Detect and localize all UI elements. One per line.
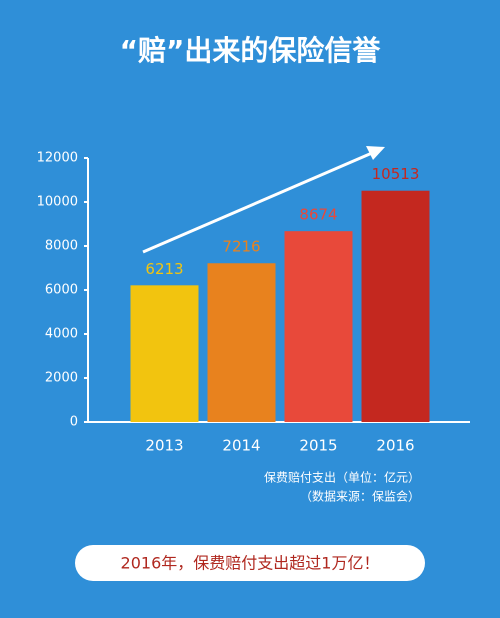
bar	[284, 231, 353, 422]
value-label: 10513	[372, 165, 420, 183]
y-tick-label: 12000	[37, 151, 78, 166]
trend-arrow	[142, 151, 373, 254]
bar	[361, 190, 430, 422]
value-label: 6213	[145, 260, 183, 278]
y-tick-label: 2000	[45, 371, 78, 386]
y-tick-label: 0	[70, 415, 78, 430]
x-tick-label: 2013	[145, 437, 183, 455]
banner-text: 2016年，保费赔付支出超过1万亿！	[121, 554, 380, 573]
y-tick-label: 4000	[45, 327, 78, 342]
bar	[130, 285, 199, 422]
arrow-head	[366, 146, 385, 160]
bar	[207, 263, 276, 422]
chart-title: “赔”出来的保险信誉	[120, 34, 382, 67]
note: 保费赔付支出（单位：亿元）	[264, 470, 420, 485]
x-tick-label: 2016	[376, 437, 414, 455]
y-tick-label: 8000	[45, 239, 78, 254]
x-tick-label: 2014	[222, 437, 260, 455]
x-tick-label: 2015	[299, 437, 337, 455]
value-label: 7216	[222, 238, 260, 256]
value-label: 8674	[299, 206, 337, 224]
y-tick-label: 10000	[37, 195, 78, 210]
banner-box	[75, 545, 425, 581]
note: （数据来源：保监会）	[300, 489, 420, 504]
y-tick-label: 6000	[45, 283, 78, 298]
